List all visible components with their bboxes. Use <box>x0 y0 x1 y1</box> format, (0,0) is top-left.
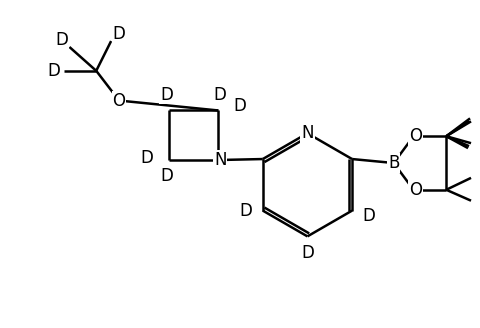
Text: D: D <box>362 207 374 225</box>
Text: D: D <box>160 86 173 104</box>
Text: D: D <box>233 97 246 115</box>
Text: N: N <box>300 124 313 142</box>
Text: D: D <box>160 167 173 185</box>
Text: D: D <box>112 25 125 43</box>
Text: B: B <box>387 154 398 172</box>
Text: D: D <box>239 202 252 220</box>
Text: N: N <box>214 151 226 169</box>
Text: O: O <box>408 181 421 199</box>
Text: D: D <box>213 86 226 104</box>
Text: D: D <box>47 62 60 80</box>
Text: D: D <box>300 244 313 262</box>
Text: D: D <box>55 31 68 49</box>
Text: D: D <box>140 149 153 167</box>
Text: O: O <box>112 92 125 110</box>
Text: O: O <box>408 127 421 145</box>
